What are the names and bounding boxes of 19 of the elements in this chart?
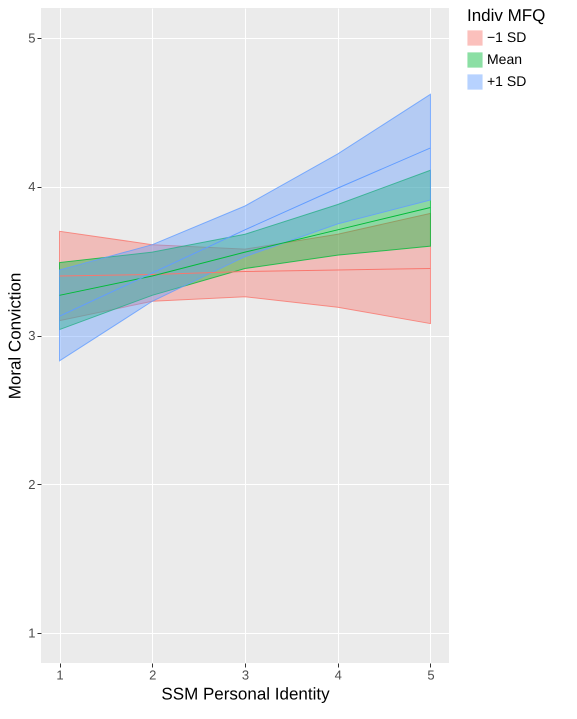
legend-label: −1 SD: [487, 29, 526, 45]
y-tick-label: 1: [28, 626, 36, 641]
y-tick-label: 4: [28, 179, 36, 194]
x-axis-title: SSM Personal Identity: [161, 684, 330, 704]
line-series: [59, 206, 431, 296]
legend-label: Mean: [487, 51, 522, 67]
y-tick-label: 5: [28, 30, 36, 46]
y-tick-label: 3: [28, 328, 36, 343]
legend-label: +1 SD: [487, 73, 526, 89]
legend-title: Indiv MFQ: [467, 6, 546, 25]
line-series: [59, 147, 431, 317]
x-tick-label: 3: [242, 668, 250, 682]
x-tick-label: 4: [334, 668, 342, 682]
line-series: [59, 268, 431, 276]
y-tick-label: 2: [28, 476, 36, 492]
x-tick-label: 5: [427, 668, 435, 682]
x-tick-label: 1: [56, 668, 64, 682]
x-tick-label: 2: [149, 668, 156, 682]
y-axis-title: Moral Conviction: [5, 272, 24, 400]
